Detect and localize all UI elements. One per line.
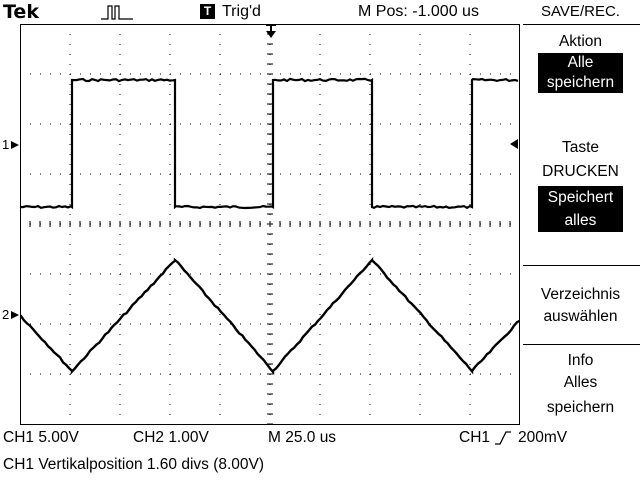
rising-edge-icon	[495, 431, 511, 445]
graticule	[17, 23, 521, 425]
top-status-bar: Tek T Trig'd M Pos: -1.000 us	[0, 0, 640, 24]
save-recall-menu: SAVE/REC. Aktion Alle speichern Taste DR…	[521, 0, 640, 425]
timebase: M 25.0 us	[268, 429, 337, 446]
select-directory-label-line1: Verzeichnis	[540, 286, 621, 303]
pulse-acquisition-icon	[101, 5, 133, 20]
ch2-marker-label: 2	[2, 307, 10, 322]
ch1-arrow-icon	[11, 141, 19, 149]
trigger-level: 200mV	[518, 429, 568, 446]
action-menu-button[interactable]: Aktion Alle speichern	[521, 25, 640, 105]
info-label-line2: Alles	[563, 374, 598, 391]
trigger-icon: T	[200, 4, 215, 19]
select-directory-label-line2: auswählen	[543, 308, 618, 325]
menu-divider	[523, 265, 640, 266]
ch1-scale: CH1 5.00V	[3, 429, 79, 446]
horizontal-position: M Pos: -1.000 us	[358, 3, 479, 20]
trigger-status: Trig'd	[222, 3, 261, 20]
print-button-menu-button[interactable]: Taste DRUCKEN Speichert alles	[521, 120, 640, 238]
ch2-scale: CH2 1.00V	[133, 429, 209, 446]
trigger-level-icon	[510, 139, 518, 149]
menu-divider	[523, 344, 640, 345]
select-directory-menu-button[interactable]: Verzeichnis auswählen	[521, 266, 640, 343]
action-value: Alle speichern	[538, 53, 623, 93]
print-button-label-line1: Taste	[561, 139, 600, 156]
waveform-display	[17, 23, 521, 425]
menu-divider	[523, 24, 640, 25]
menu-title: SAVE/REC.	[541, 3, 620, 20]
ch2-arrow-icon	[11, 311, 19, 319]
status-message: CH1 Vertikalposition 1.60 divs (8.00V)	[3, 456, 265, 473]
graticule-ticks	[19, 23, 521, 425]
ch2-triangle-trace	[17, 256, 521, 376]
action-label: Aktion	[558, 33, 603, 50]
print-button-value: Speichert alles	[538, 186, 623, 232]
trigger-source: CH1	[459, 429, 491, 446]
ch1-square-trace	[19, 77, 519, 210]
ch1-marker-label: 1	[2, 137, 10, 152]
info-menu-button[interactable]: Info Alles speichern	[521, 345, 640, 425]
info-label-line1: Info	[567, 352, 594, 369]
print-button-label-line2: DRUCKEN	[542, 163, 619, 180]
brand-logo: Tek	[3, 1, 39, 23]
info-label-line3: speichern	[546, 399, 615, 416]
